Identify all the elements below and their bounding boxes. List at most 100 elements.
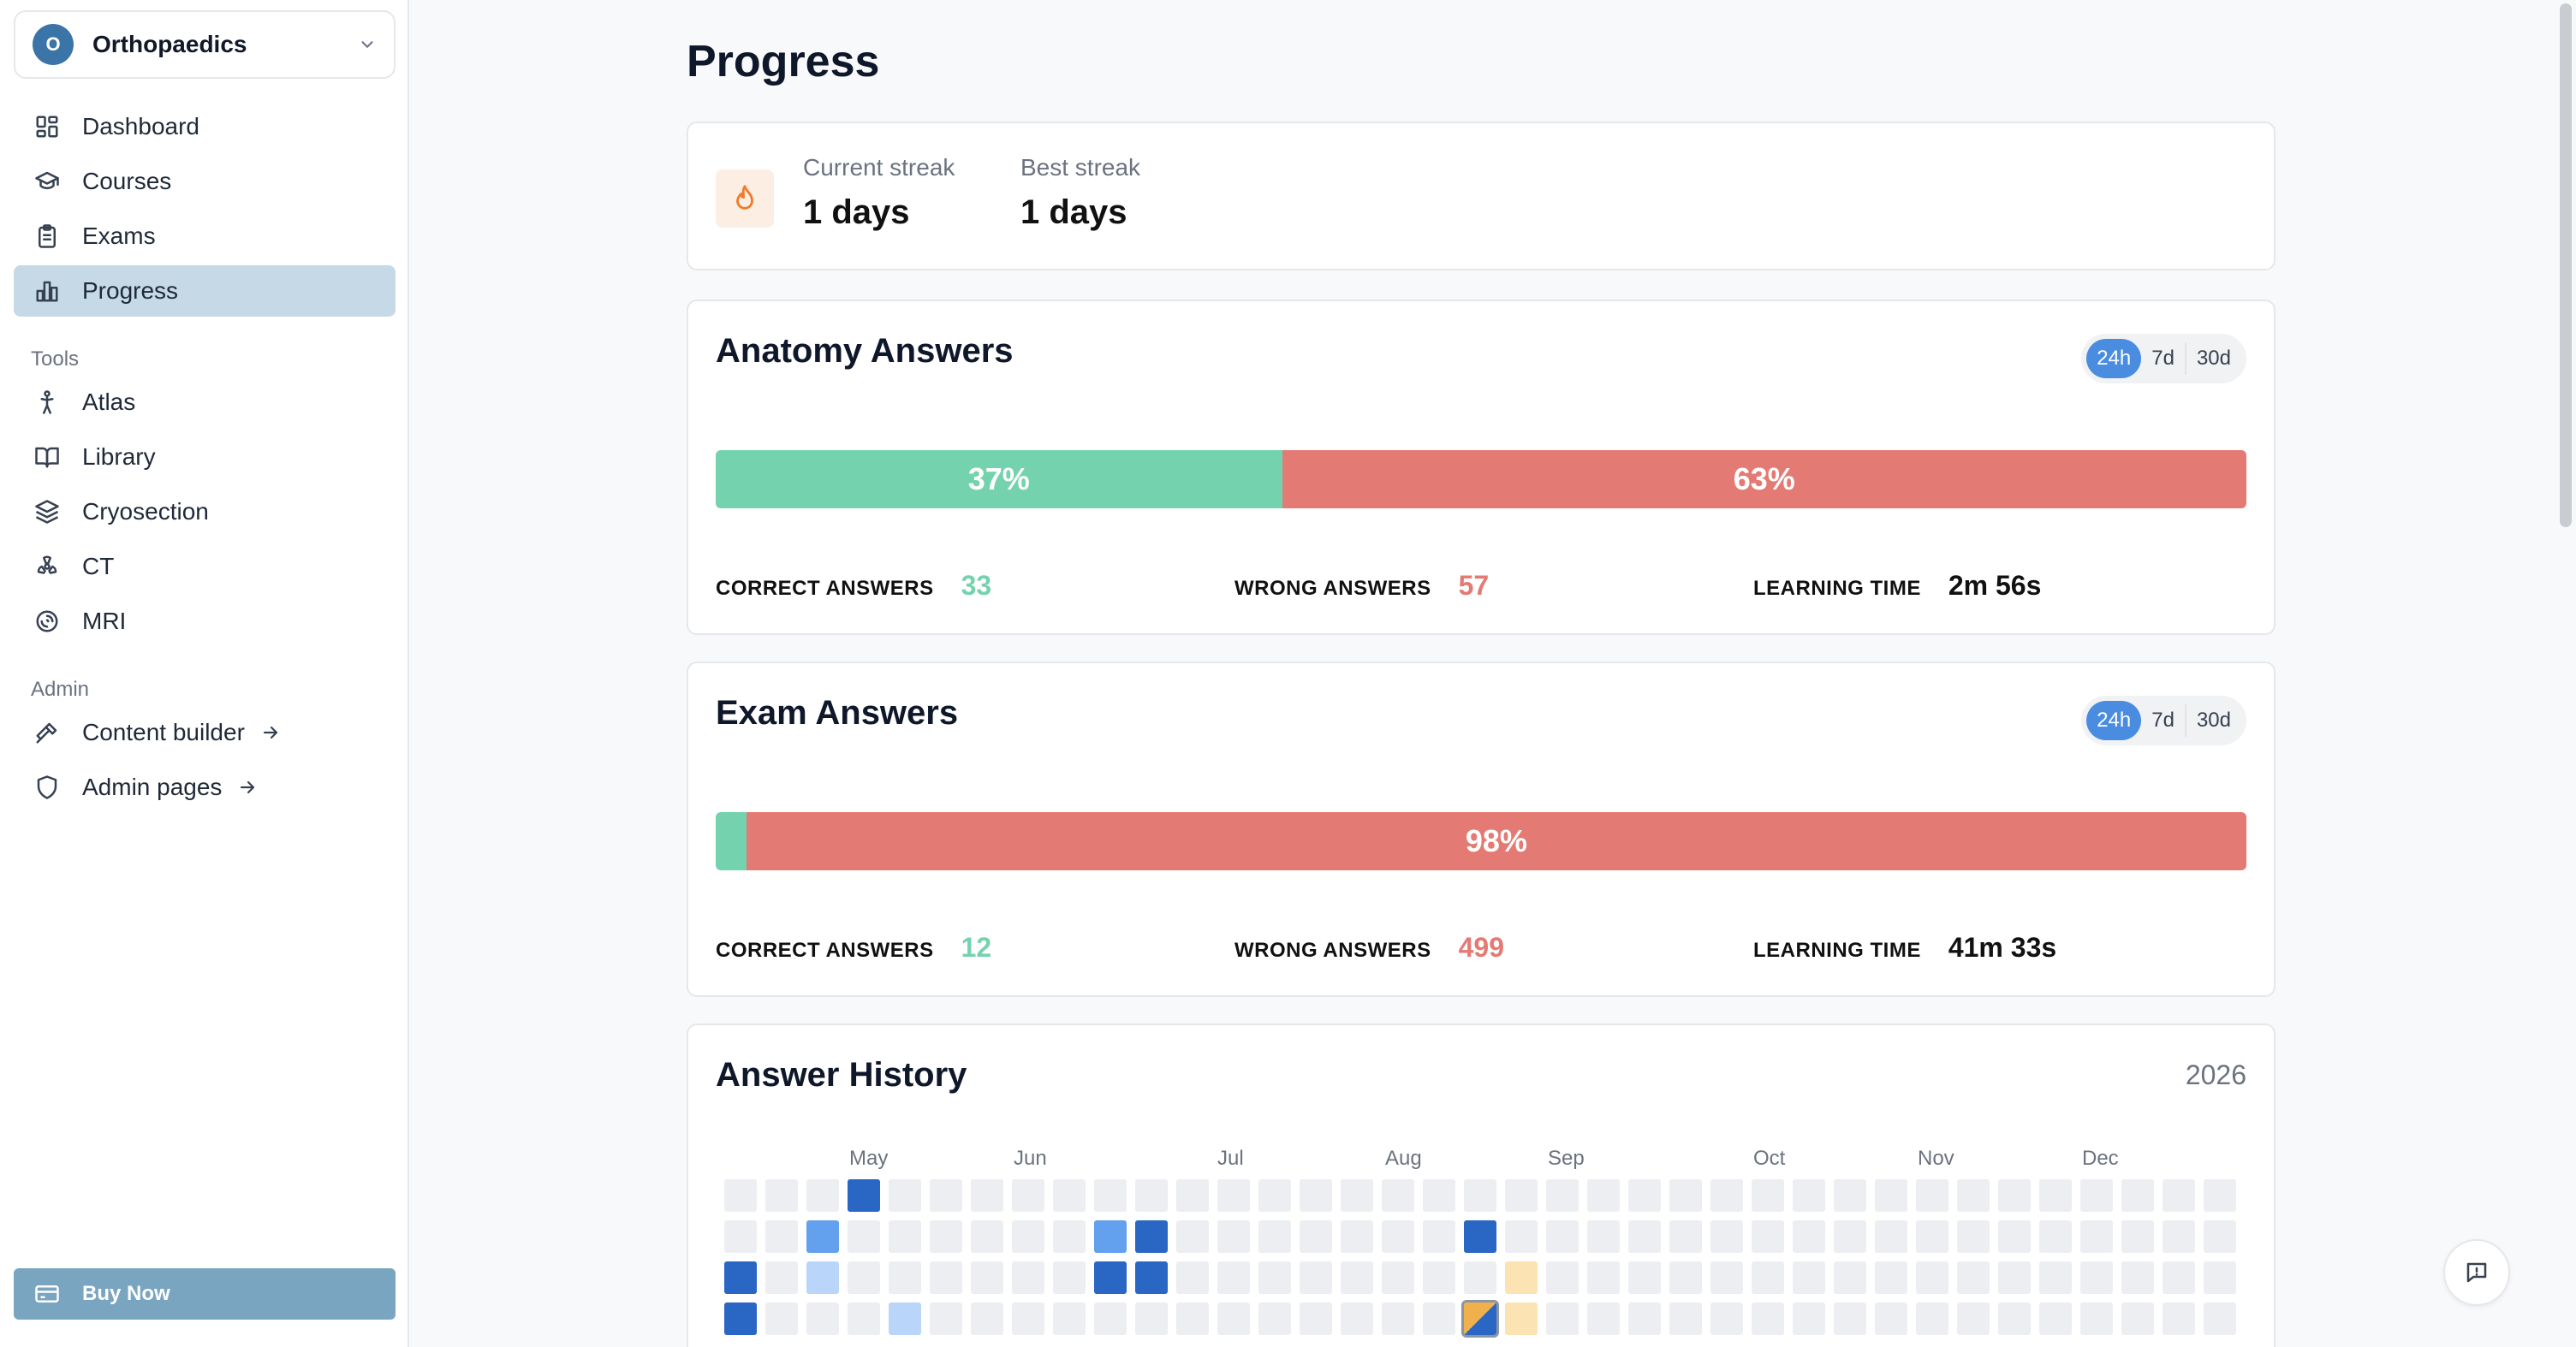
heatmap-cell[interactable] <box>1916 1179 1948 1212</box>
heatmap-cell[interactable] <box>1300 1179 1332 1212</box>
sidebar-item-admin-pages[interactable]: Admin pages <box>14 762 396 813</box>
heatmap-cell[interactable] <box>765 1302 798 1335</box>
heatmap-cell[interactable] <box>1217 1179 1250 1212</box>
heatmap-cell[interactable] <box>1461 1300 1499 1338</box>
heatmap-cell[interactable] <box>2163 1302 2195 1335</box>
heatmap-cell[interactable] <box>1957 1302 1990 1335</box>
heatmap-cell[interactable] <box>724 1179 757 1212</box>
heatmap-cell[interactable] <box>848 1179 880 1212</box>
heatmap-cell[interactable] <box>1135 1179 1168 1212</box>
range-7d-button[interactable]: 7d <box>2151 709 2174 732</box>
heatmap-cell[interactable] <box>1382 1220 1414 1253</box>
range-7d-button[interactable]: 7d <box>2151 347 2174 370</box>
heatmap-cell[interactable] <box>1957 1261 1990 1294</box>
heatmap-cell[interactable] <box>1669 1302 1702 1335</box>
heatmap-cell[interactable] <box>1094 1220 1127 1253</box>
heatmap-cell[interactable] <box>765 1179 798 1212</box>
heatmap-cell[interactable] <box>1875 1261 1907 1294</box>
heatmap-cell[interactable] <box>1834 1261 1866 1294</box>
heatmap-cell[interactable] <box>1135 1302 1168 1335</box>
sidebar-item-mri[interactable]: MRI <box>14 596 396 647</box>
heatmap-cell[interactable] <box>1217 1220 1250 1253</box>
heatmap-cell[interactable] <box>1546 1179 1579 1212</box>
heatmap-cell[interactable] <box>1793 1179 1825 1212</box>
heatmap-cell[interactable] <box>1464 1261 1496 1294</box>
heatmap-cell[interactable] <box>930 1261 962 1294</box>
sidebar-item-dashboard[interactable]: Dashboard <box>14 101 396 152</box>
heatmap-cell[interactable] <box>1793 1302 1825 1335</box>
heatmap-cell[interactable] <box>1135 1220 1168 1253</box>
heatmap-cell[interactable] <box>971 1302 1003 1335</box>
heatmap-cell[interactable] <box>1628 1261 1661 1294</box>
heatmap-cell[interactable] <box>1957 1179 1990 1212</box>
heatmap-cell[interactable] <box>930 1302 962 1335</box>
heatmap-cell[interactable] <box>765 1261 798 1294</box>
heatmap-cell[interactable] <box>1834 1302 1866 1335</box>
heatmap-cell[interactable] <box>1135 1261 1168 1294</box>
heatmap-cell[interactable] <box>2039 1220 2072 1253</box>
heatmap-cell[interactable] <box>1258 1220 1291 1253</box>
heatmap-cell[interactable] <box>1669 1220 1702 1253</box>
sidebar-item-exams[interactable]: Exams <box>14 211 396 262</box>
heatmap-cell[interactable] <box>889 1220 921 1253</box>
heatmap-cell[interactable] <box>1053 1261 1086 1294</box>
heatmap-cell[interactable] <box>1875 1302 1907 1335</box>
heatmap-cell[interactable] <box>1546 1220 1579 1253</box>
heatmap-cell[interactable] <box>1464 1220 1496 1253</box>
heatmap-cell[interactable] <box>2121 1302 2154 1335</box>
heatmap-cell[interactable] <box>2121 1220 2154 1253</box>
heatmap-cell[interactable] <box>1176 1179 1209 1212</box>
heatmap-cell[interactable] <box>1752 1179 1784 1212</box>
heatmap-cell[interactable] <box>889 1179 921 1212</box>
heatmap-cell[interactable] <box>1546 1261 1579 1294</box>
heatmap-cell[interactable] <box>1710 1220 1743 1253</box>
heatmap-cell[interactable] <box>1793 1261 1825 1294</box>
buy-now-button[interactable]: Buy Now <box>14 1268 396 1320</box>
heatmap-cell[interactable] <box>806 1261 839 1294</box>
heatmap-cell[interactable] <box>1875 1220 1907 1253</box>
heatmap-cell[interactable] <box>2039 1302 2072 1335</box>
heatmap-cell[interactable] <box>2163 1179 2195 1212</box>
heatmap-cell[interactable] <box>2204 1179 2236 1212</box>
heatmap-cell[interactable] <box>930 1179 962 1212</box>
heatmap-cell[interactable] <box>1012 1179 1044 1212</box>
range-30d-button[interactable]: 30d <box>2196 709 2231 732</box>
heatmap-cell[interactable] <box>724 1261 757 1294</box>
heatmap-cell[interactable] <box>971 1261 1003 1294</box>
sidebar-item-cryosection[interactable]: Cryosection <box>14 486 396 537</box>
heatmap-cell[interactable] <box>889 1261 921 1294</box>
heatmap-cell[interactable] <box>1505 1179 1538 1212</box>
heatmap-cell[interactable] <box>1875 1179 1907 1212</box>
heatmap-cell[interactable] <box>1341 1261 1373 1294</box>
heatmap-cell[interactable] <box>2080 1179 2113 1212</box>
range-24h-button[interactable]: 24h <box>2086 701 2142 740</box>
heatmap-cell[interactable] <box>1834 1220 1866 1253</box>
heatmap-cell[interactable] <box>2163 1261 2195 1294</box>
heatmap-cell[interactable] <box>1957 1220 1990 1253</box>
heatmap-cell[interactable] <box>1094 1179 1127 1212</box>
heatmap-cell[interactable] <box>1752 1220 1784 1253</box>
heatmap-cell[interactable] <box>848 1261 880 1294</box>
heatmap-cell[interactable] <box>1300 1302 1332 1335</box>
heatmap-cell[interactable] <box>1217 1261 1250 1294</box>
heatmap-cell[interactable] <box>1300 1220 1332 1253</box>
heatmap-cell[interactable] <box>1012 1261 1044 1294</box>
heatmap-cell[interactable] <box>971 1220 1003 1253</box>
heatmap-cell[interactable] <box>1341 1179 1373 1212</box>
heatmap-cell[interactable] <box>1094 1261 1127 1294</box>
heatmap-cell[interactable] <box>1793 1220 1825 1253</box>
heatmap-cell[interactable] <box>1258 1261 1291 1294</box>
heatmap-cell[interactable] <box>1710 1179 1743 1212</box>
scrollbar-thumb[interactable] <box>2560 3 2572 527</box>
heatmap-cell[interactable] <box>1505 1261 1538 1294</box>
heatmap-cell[interactable] <box>1464 1179 1496 1212</box>
heatmap-cell[interactable] <box>1012 1220 1044 1253</box>
heatmap-cell[interactable] <box>1505 1302 1538 1335</box>
heatmap-cell[interactable] <box>1053 1302 1086 1335</box>
heatmap-cell[interactable] <box>1341 1302 1373 1335</box>
heatmap-cell[interactable] <box>1423 1220 1455 1253</box>
heatmap-cell[interactable] <box>1300 1261 1332 1294</box>
heatmap-cell[interactable] <box>1176 1302 1209 1335</box>
heatmap-cell[interactable] <box>1587 1302 1620 1335</box>
heatmap-cell[interactable] <box>806 1302 839 1335</box>
